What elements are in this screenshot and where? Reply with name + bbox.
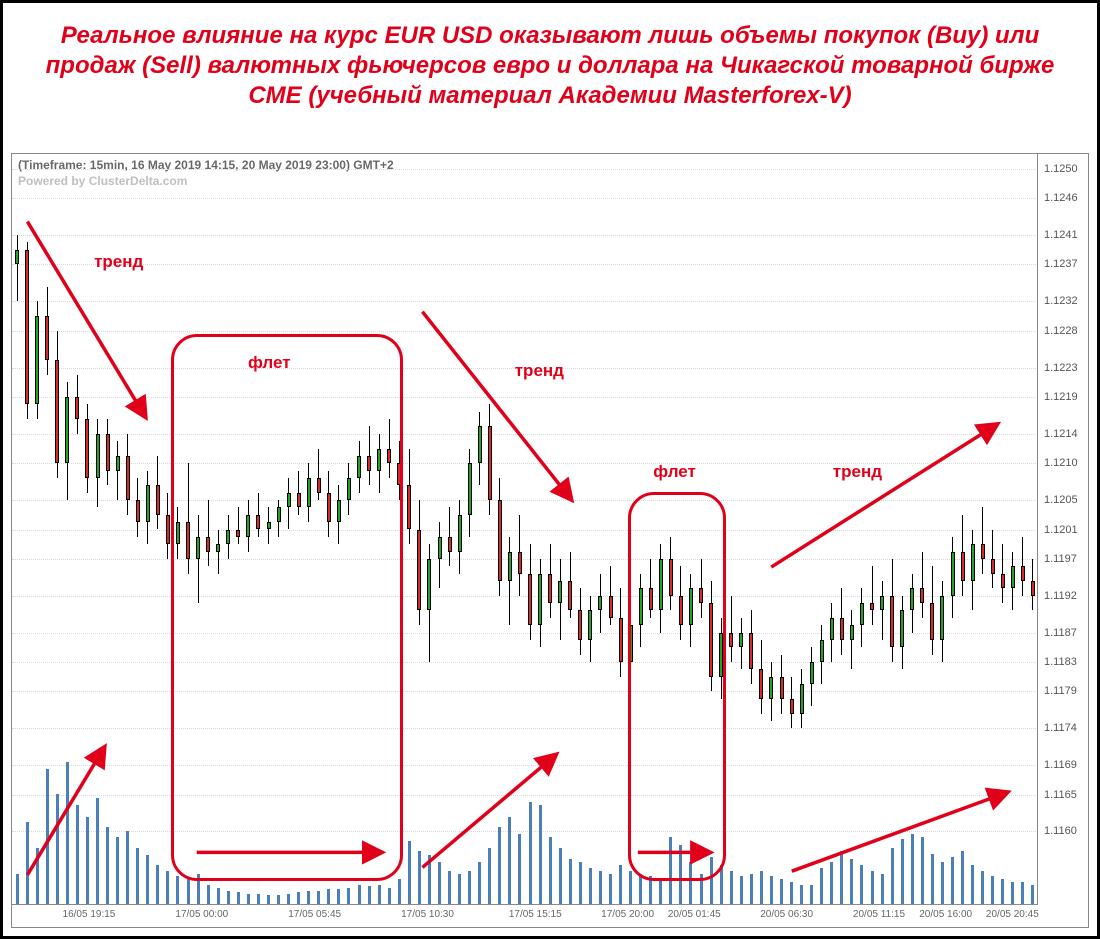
y-tick-label: 1.1223 <box>1044 362 1078 374</box>
annotation-label: флет <box>653 462 696 482</box>
x-tick-label: 17/05 20:00 <box>601 909 654 920</box>
y-tick-label: 1.1201 <box>1044 524 1078 536</box>
y-tick-label: 1.1197 <box>1044 553 1077 565</box>
y-tick-label: 1.1205 <box>1044 494 1078 506</box>
x-axis: 16/05 19:15 17/05 00:00 17/05 05:45 17/05 1… <box>12 904 1038 927</box>
chart-title: Реальное влияние на курс EUR USD оказыва… <box>43 21 1057 111</box>
x-tick-label: 17/05 15:15 <box>509 909 562 920</box>
y-tick-label: 1.1160 <box>1044 825 1077 837</box>
y-tick-label: 1.1169 <box>1044 759 1077 771</box>
x-tick-label: 20/05 16:00 <box>919 909 972 920</box>
y-tick-label: 1.1214 <box>1044 428 1078 440</box>
flat-zone-rect <box>171 334 403 881</box>
x-tick-label: 20/05 20:45 <box>986 909 1039 920</box>
y-tick-label: 1.1246 <box>1044 192 1078 204</box>
y-axis: 1.1250 1.1246 1.1241 1.1237 1.1232 1.1228 1.12… <box>1037 154 1088 905</box>
x-tick-label: 20/05 01:45 <box>668 909 721 920</box>
annotation-label: флет <box>248 353 291 373</box>
y-tick-label: 1.1210 <box>1044 457 1078 469</box>
y-tick-label: 1.1192 <box>1044 590 1077 602</box>
y-tick-label: 1.1183 <box>1044 656 1077 668</box>
y-tick-label: 1.1228 <box>1044 325 1078 337</box>
annotation-label: тренд <box>94 252 143 272</box>
y-tick-label: 1.1174 <box>1044 722 1077 734</box>
x-tick-label: 17/05 00:00 <box>175 909 228 920</box>
y-tick-label: 1.1187 <box>1044 627 1077 639</box>
y-tick-label: 1.1250 <box>1044 163 1078 175</box>
annotation-label: тренд <box>833 462 882 482</box>
y-tick-label: 1.1232 <box>1044 295 1078 307</box>
chart-frame: (Timeframe: 15min, 16 May 2019 14:15, 20… <box>11 153 1089 928</box>
x-tick-label: 20/05 11:15 <box>853 909 905 920</box>
x-tick-label: 16/05 19:15 <box>63 909 116 920</box>
plot-area[interactable]: тренд флет тренд флет тренд <box>12 154 1038 905</box>
flat-zone-rect <box>628 492 726 881</box>
x-tick-label: 17/05 05:45 <box>288 909 341 920</box>
y-tick-label: 1.1241 <box>1044 229 1078 241</box>
chart-container: { "title_text": "Реальное влияние на кур… <box>0 0 1100 939</box>
y-tick-label: 1.1237 <box>1044 258 1078 270</box>
trend-arrow <box>422 312 571 500</box>
annotation-label: тренд <box>515 361 564 381</box>
trend-arrow <box>771 424 997 567</box>
x-tick-label: 17/05 10:30 <box>401 909 454 920</box>
y-tick-label: 1.1179 <box>1044 685 1077 697</box>
y-tick-label: 1.1165 <box>1044 789 1077 801</box>
x-tick-label: 20/05 06:30 <box>760 909 813 920</box>
y-tick-label: 1.1219 <box>1044 391 1078 403</box>
